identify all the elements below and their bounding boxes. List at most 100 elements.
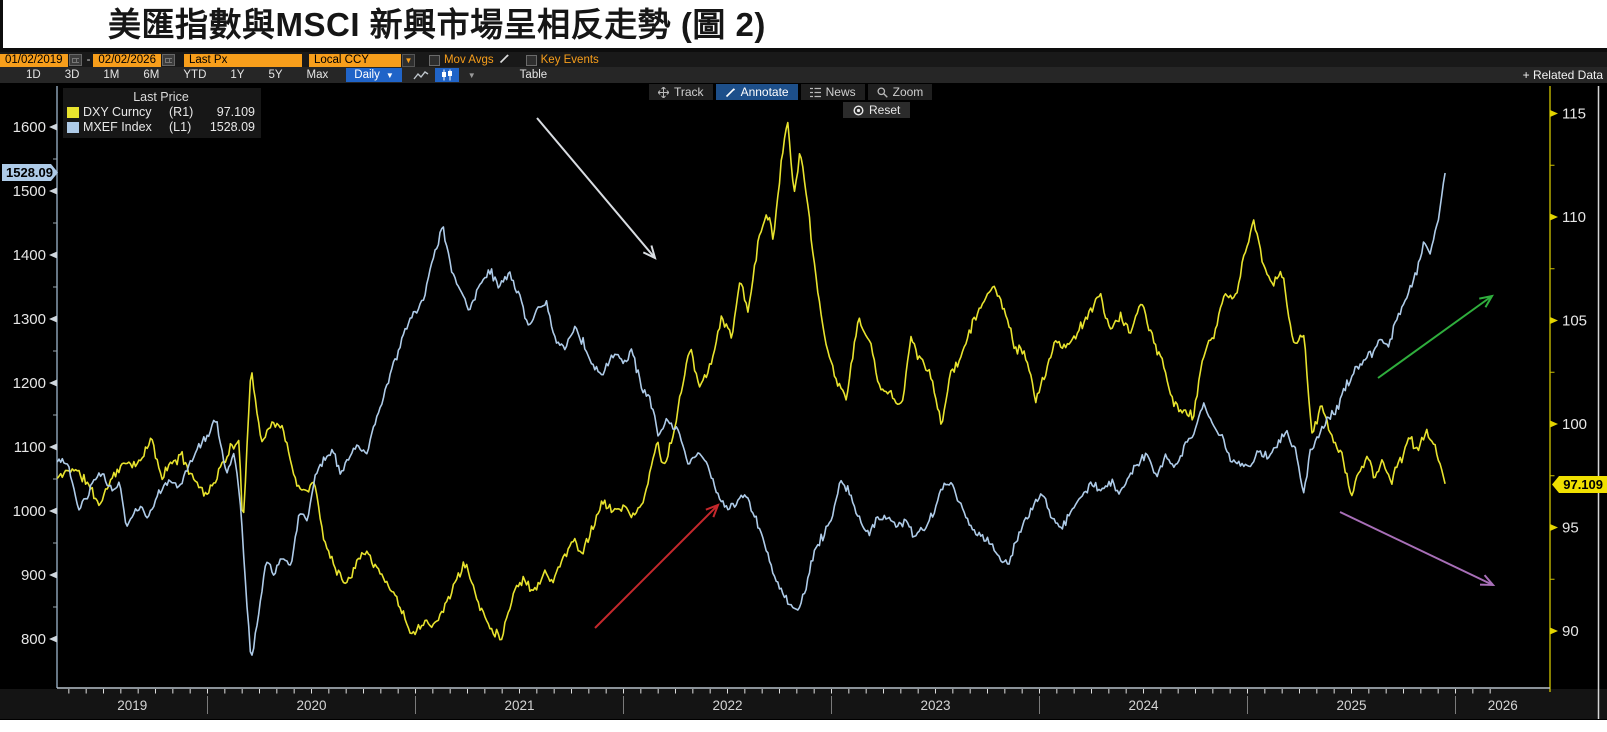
dxy-last-price-tag: 97.109	[1552, 476, 1607, 493]
left-axis-tick-label: 1200	[13, 375, 46, 392]
left-axis-tick	[49, 635, 57, 643]
calendar-icon[interactable]	[68, 54, 82, 66]
right-axis-tick	[1550, 627, 1558, 635]
year-label: 2019	[117, 698, 147, 713]
right-axis-tick	[1550, 213, 1558, 221]
year-label: 2020	[296, 698, 326, 713]
chart-tools-toolbar: Track Annotate News Zoom	[649, 84, 933, 100]
mov-avgs-label: Mov Avgs	[443, 53, 494, 66]
left-axis-tick	[49, 443, 57, 451]
chart-settings-toolbar: 01/02/2019 - 02/02/2026 Last Px Local CC…	[0, 52, 1607, 67]
period-button-1d[interactable]: 1D	[26, 69, 41, 81]
right-axis-tick	[1550, 420, 1558, 428]
reset-button[interactable]: Reset	[843, 102, 911, 118]
pencil-icon	[725, 87, 735, 97]
date-to-input[interactable]: 02/02/2026	[93, 53, 161, 67]
key-events-label: Key Events	[540, 53, 599, 66]
left-axis-tick-label: 1500	[13, 183, 46, 200]
period-button-ytd[interactable]: YTD	[183, 69, 207, 81]
left-axis-tick	[49, 571, 57, 579]
up-arrow-red-head	[705, 503, 720, 518]
left-axis-tick-label: 900	[21, 567, 46, 584]
down-arrow-purple-head	[1479, 574, 1496, 587]
date-from-input[interactable]: 01/02/2019	[0, 53, 68, 67]
right-axis-tick-label: 95	[1562, 520, 1579, 537]
title-left-edge	[0, 0, 3, 48]
table-button[interactable]: Table	[519, 69, 548, 81]
dxy-series-line	[56, 121, 1446, 641]
related-data-button[interactable]: + Related Data	[1522, 68, 1603, 82]
legend-axis-label: (L1)	[169, 120, 192, 134]
left-axis-tick-label: 1600	[13, 119, 46, 136]
reset-icon	[853, 104, 864, 116]
down-arrow-white	[536, 117, 656, 259]
title-bar: 美匯指數與MSCI 新興市場呈相反走勢 (圖 2)	[0, 0, 1607, 52]
left-axis-tick-label: 1300	[13, 311, 46, 328]
news-button[interactable]: News	[800, 84, 865, 100]
left-axis-tick	[49, 507, 57, 515]
track-crosshair-icon	[658, 86, 669, 98]
dxy-color-swatch	[67, 107, 79, 118]
track-button[interactable]: Track	[649, 84, 713, 100]
x-axis-strip	[0, 689, 1607, 719]
down-arrow-white-head	[642, 245, 657, 260]
period-button-max[interactable]: Max	[306, 69, 329, 81]
period-button-1m[interactable]: 1M	[103, 69, 120, 81]
mov-avgs-checkbox[interactable]	[428, 54, 440, 66]
date-range-separator: -	[86, 53, 91, 66]
left-axis-tick	[49, 123, 57, 131]
legend-series-value: 97.109	[216, 105, 255, 119]
magnifier-icon	[877, 86, 888, 98]
legend-row-dxy: DXY Curncy (R1) 97.109	[67, 105, 255, 120]
legend-row-mxef: MXEF Index (L1) 1528.09	[67, 120, 255, 135]
price-field-input[interactable]: Last Px	[183, 53, 302, 67]
annotate-button[interactable]: Annotate	[715, 84, 798, 100]
line-chart-icon[interactable]	[409, 68, 433, 82]
news-list-icon	[809, 87, 821, 97]
right-axis-tick-label: 105	[1562, 313, 1587, 330]
year-label: 2024	[1128, 698, 1159, 713]
candlestick-chart-icon[interactable]	[434, 68, 459, 82]
left-axis-tick	[49, 251, 57, 259]
bottom-margin	[0, 720, 1607, 732]
calendar-icon[interactable]	[161, 54, 175, 66]
mxef-series-line	[56, 172, 1446, 656]
up-arrow-green	[1377, 295, 1493, 379]
right-axis-tick	[1550, 524, 1558, 531]
left-axis-tick-label: 1100	[14, 439, 46, 456]
left-axis-tick	[49, 379, 57, 387]
period-button-5y[interactable]: 5Y	[268, 69, 283, 81]
down-arrow-purple	[1339, 511, 1494, 586]
pencil-icon[interactable]	[499, 53, 510, 67]
left-axis-tick-label: 1000	[13, 503, 46, 520]
year-label: 2023	[920, 698, 950, 713]
left-axis-tick-label: 1400	[13, 247, 46, 264]
left-axis-tick	[49, 187, 57, 195]
key-events-checkbox[interactable]	[525, 54, 537, 66]
year-label: 2026	[1488, 698, 1518, 713]
up-arrow-red	[594, 504, 719, 629]
legend-series-value: 1528.09	[209, 120, 255, 134]
zoom-button[interactable]: Zoom	[867, 84, 933, 100]
frequency-dropdown[interactable]: Daily ▼	[346, 68, 402, 82]
right-axis-tick-label: 90	[1562, 623, 1579, 640]
year-label: 2022	[712, 698, 742, 713]
up-arrow-green-head	[1479, 294, 1494, 308]
mxef-color-swatch	[67, 122, 79, 133]
year-label: 2025	[1336, 698, 1366, 713]
legend-series-label: MXEF Index	[83, 120, 152, 134]
period-button-6m[interactable]: 6M	[143, 69, 160, 81]
chart-type-dropdown-icon[interactable]: ▼	[467, 70, 476, 80]
period-button-1y[interactable]: 1Y	[230, 69, 245, 81]
chevron-down-icon: ▼	[385, 71, 394, 80]
currency-select[interactable]: Local CCY	[308, 53, 401, 67]
legend-title: Last Price	[133, 90, 189, 104]
right-axis-tick-label: 115	[1562, 106, 1586, 123]
period-button-3d[interactable]: 3D	[64, 69, 80, 81]
right-axis-tick-label: 100	[1562, 416, 1587, 433]
currency-dropdown-arrow-icon[interactable]: ▼	[401, 53, 415, 67]
left-axis-tick	[49, 315, 57, 323]
right-axis-tick	[1550, 317, 1558, 324]
